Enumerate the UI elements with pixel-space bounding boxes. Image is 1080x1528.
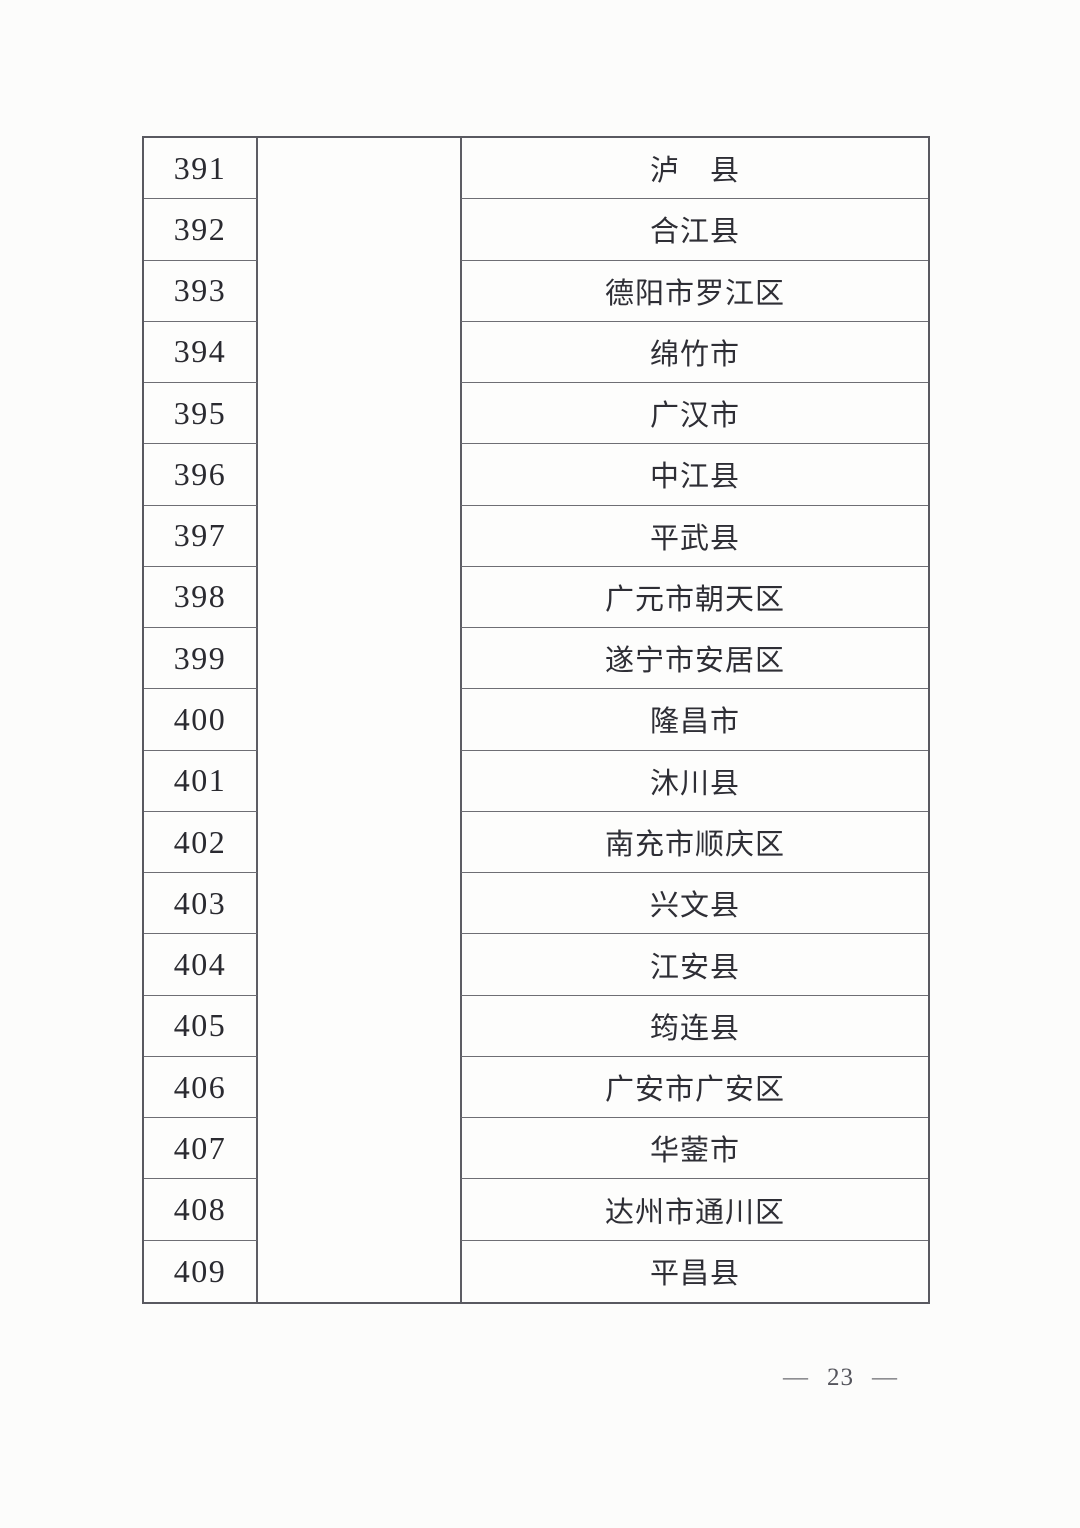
region-name-cell: 平武县 [460, 505, 928, 567]
row-number-cell: 403 [144, 873, 258, 935]
row-number-cell: 407 [144, 1118, 258, 1180]
region-name-cell: 达州市通川区 [460, 1179, 928, 1241]
region-name-cell: 泸 县 [460, 138, 928, 200]
row-number-cell: 406 [144, 1056, 258, 1119]
row-number-cell: 395 [144, 383, 258, 445]
region-name-cell: 隆昌市 [460, 689, 928, 751]
regions-table: 391 泸 县 392 合江县 393 德阳市罗江区 394 绵竹市 395 广汉市 396 中江县 3… [142, 136, 930, 1304]
row-number-cell: 409 [144, 1240, 258, 1302]
row-number-cell: 393 [144, 260, 258, 322]
region-name-cell: 广汉市 [460, 383, 928, 445]
row-number-cell: 399 [144, 628, 258, 690]
region-name-cell: 合江县 [460, 199, 928, 261]
row-number-cell: 400 [144, 689, 258, 751]
footer-dash-left: — [783, 1364, 809, 1391]
row-number-cell: 397 [144, 505, 258, 567]
province-merged-cell [258, 138, 460, 1302]
region-name-cell: 平昌县 [460, 1240, 928, 1302]
row-number-cell: 405 [144, 995, 258, 1057]
row-number-cell: 401 [144, 750, 258, 812]
page-footer: — 23 — [783, 1362, 898, 1394]
region-name-cell: 南充市顺庆区 [460, 811, 928, 874]
row-number-cell: 404 [144, 934, 258, 996]
row-number-cell: 394 [144, 321, 258, 384]
region-name-cell: 德阳市罗江区 [460, 260, 928, 322]
region-name-cell: 广安市广安区 [460, 1056, 928, 1119]
row-number-cell: 392 [144, 199, 258, 261]
row-number-cell: 391 [144, 138, 258, 200]
region-name-cell: 华蓥市 [460, 1118, 928, 1180]
region-name-cell: 中江县 [460, 444, 928, 506]
region-name-cell: 遂宁市安居区 [460, 628, 928, 690]
row-number-cell: 396 [144, 444, 258, 506]
footer-dash-right: — [872, 1364, 898, 1391]
page-number: 23 [827, 1364, 854, 1391]
row-number-cell: 408 [144, 1179, 258, 1241]
row-number-cell: 402 [144, 811, 258, 874]
row-number-cell: 398 [144, 566, 258, 629]
region-name-cell: 兴文县 [460, 873, 928, 935]
region-name-cell: 广元市朝天区 [460, 566, 928, 629]
region-name-cell: 江安县 [460, 934, 928, 996]
region-name-cell: 绵竹市 [460, 321, 928, 384]
region-name-cell: 筠连县 [460, 995, 928, 1057]
region-name-cell: 沐川县 [460, 750, 928, 812]
